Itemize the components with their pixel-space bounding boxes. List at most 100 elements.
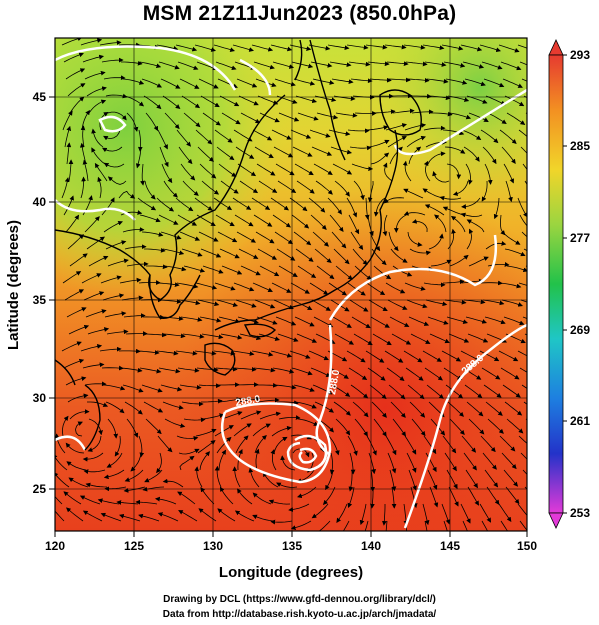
x-tick-label: 150	[517, 539, 537, 553]
streamline	[240, 265, 261, 276]
streamline	[369, 384, 387, 400]
streamline	[460, 212, 483, 218]
streamline	[460, 503, 471, 524]
streamline	[238, 95, 259, 106]
streamline	[382, 214, 388, 237]
streamline	[84, 70, 106, 80]
streamline	[278, 415, 301, 420]
streamline	[404, 435, 417, 455]
streamline	[517, 197, 527, 218]
streamline	[364, 520, 369, 531]
streamline	[351, 316, 371, 329]
streamline	[289, 197, 308, 212]
streamline	[67, 393, 89, 403]
streamline	[519, 367, 527, 373]
streamline	[161, 163, 173, 184]
streamline	[521, 231, 527, 238]
streamline	[422, 188, 443, 199]
streamline	[177, 61, 199, 70]
streamline	[236, 231, 256, 243]
streamline	[270, 44, 293, 52]
streamline	[183, 112, 201, 128]
streamline	[97, 176, 102, 199]
streamline	[405, 61, 428, 67]
streamline	[431, 111, 453, 117]
streamline	[525, 265, 527, 267]
streamline	[137, 129, 143, 152]
streamline	[181, 401, 204, 407]
streamline	[293, 78, 316, 86]
streamline	[158, 367, 181, 374]
streamline	[182, 180, 199, 196]
streamline	[144, 180, 156, 200]
streamline	[308, 44, 331, 51]
streamline	[297, 418, 319, 426]
streamline	[328, 435, 340, 456]
streamline	[82, 452, 104, 462]
streamline	[194, 466, 203, 488]
streamline	[158, 61, 180, 70]
streamline	[103, 384, 126, 391]
streamline	[452, 180, 469, 196]
streamline	[251, 197, 271, 210]
streamline	[103, 129, 121, 141]
streamline	[177, 214, 198, 226]
streamline	[91, 128, 104, 148]
streamline	[87, 435, 102, 452]
streamline	[101, 57, 124, 63]
streamline	[122, 78, 145, 85]
streamline	[391, 486, 397, 509]
streamline	[83, 291, 105, 301]
streamline	[332, 316, 352, 328]
streamline	[367, 180, 374, 203]
streamline	[137, 350, 160, 355]
streamline	[139, 214, 161, 223]
streamline	[423, 160, 431, 182]
streamline	[403, 350, 423, 363]
streamline	[237, 488, 253, 505]
streamline	[505, 486, 520, 505]
streamline	[366, 435, 377, 456]
streamline	[258, 333, 280, 341]
streamline	[221, 112, 241, 125]
streamline	[240, 410, 262, 420]
streamline	[309, 282, 329, 295]
streamline	[291, 367, 313, 376]
streamline	[94, 162, 108, 182]
streamline	[220, 486, 234, 505]
streamline	[162, 248, 185, 256]
streamline	[145, 418, 162, 435]
streamline	[480, 129, 499, 144]
streamline	[429, 333, 450, 344]
streamline	[232, 44, 254, 52]
streamline	[253, 61, 275, 70]
streamline	[216, 436, 232, 454]
streamline	[517, 44, 527, 49]
streamline	[442, 206, 464, 216]
streamline	[388, 77, 411, 83]
streamline	[220, 333, 243, 340]
streamline	[69, 96, 85, 114]
streamline	[483, 78, 505, 88]
streamline	[385, 520, 388, 531]
streamline	[80, 176, 87, 199]
streamline	[463, 146, 480, 162]
streamline	[427, 316, 449, 325]
streamline	[479, 44, 501, 53]
streamline	[519, 520, 527, 531]
streamline	[180, 316, 203, 322]
streamline	[259, 411, 281, 420]
streamline	[162, 401, 184, 410]
streamline	[233, 423, 252, 437]
streamline	[62, 110, 73, 131]
streamline	[368, 299, 388, 311]
streamline	[443, 520, 448, 531]
streamline	[278, 112, 300, 122]
streamline	[349, 299, 369, 312]
streamline	[213, 350, 236, 356]
streamline	[522, 163, 527, 170]
streamline	[198, 383, 221, 389]
streamline	[118, 42, 141, 48]
streamline	[408, 469, 417, 491]
streamline	[252, 282, 273, 292]
